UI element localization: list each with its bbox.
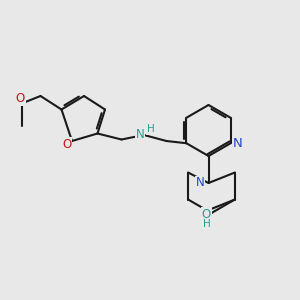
Text: H: H (202, 219, 210, 229)
Text: N: N (232, 137, 242, 150)
Text: O: O (202, 208, 211, 221)
Text: H: H (147, 124, 154, 134)
Text: O: O (16, 92, 25, 106)
Text: N: N (196, 176, 205, 190)
Text: N: N (136, 128, 145, 142)
Text: O: O (62, 137, 71, 151)
